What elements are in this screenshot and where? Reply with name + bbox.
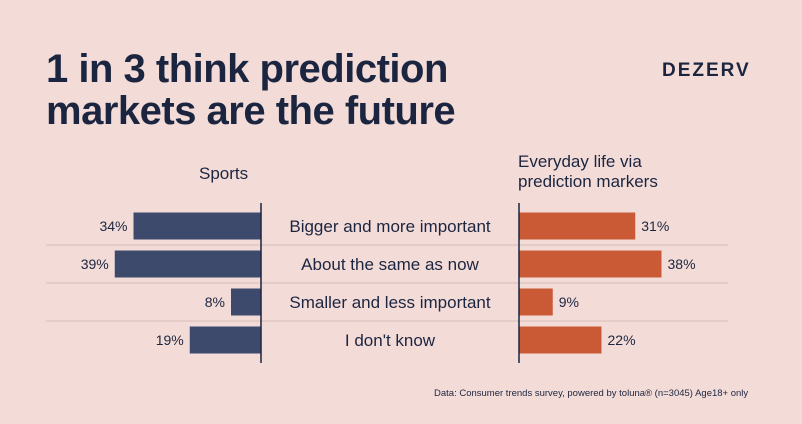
right-bar xyxy=(519,250,662,278)
left-value-label: 19% xyxy=(156,332,184,348)
chart-title: 1 in 3 think prediction markets are the … xyxy=(46,47,456,133)
category-label: Smaller and less important xyxy=(289,293,491,312)
left-value-label: 39% xyxy=(81,256,109,272)
left-value-label: 8% xyxy=(205,294,225,310)
legend-right-series: Everyday life via prediction markers xyxy=(518,152,658,191)
left-bar xyxy=(189,326,261,354)
legend-left-series: Sports xyxy=(199,164,249,183)
brand-logo: DEZERV xyxy=(662,60,751,81)
right-bar xyxy=(519,212,636,240)
right-value-label: 9% xyxy=(559,294,579,310)
footnote: Data: Consumer trends survey, powered by… xyxy=(434,388,749,399)
left-value-label: 34% xyxy=(99,218,127,234)
category-label: About the same as now xyxy=(301,255,479,274)
category-label: Bigger and more important xyxy=(289,217,491,236)
left-bar xyxy=(133,212,261,240)
right-value-label: 31% xyxy=(641,218,669,234)
left-bar xyxy=(231,288,261,316)
right-value-label: 38% xyxy=(668,256,696,272)
right-bar xyxy=(519,288,553,316)
left-bar xyxy=(114,250,261,278)
right-value-label: 22% xyxy=(608,332,636,348)
right-bar xyxy=(519,326,602,354)
category-label: I don't know xyxy=(345,331,436,350)
